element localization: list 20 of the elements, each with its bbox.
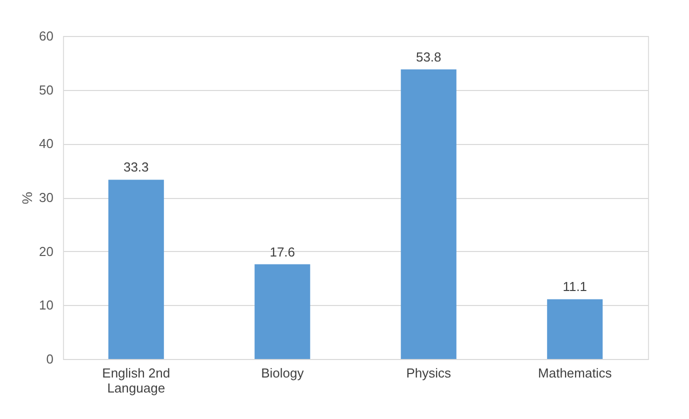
- bar: [400, 69, 456, 359]
- y-tick-label: 60: [39, 28, 54, 44]
- data-label: 33.3: [123, 160, 149, 175]
- data-label: 17.6: [270, 244, 296, 260]
- x-tick-label: English 2nd Language: [102, 366, 170, 396]
- data-label: 53.8: [416, 49, 442, 64]
- y-tick-label: 40: [39, 136, 54, 152]
- y-tick-label: 50: [39, 82, 54, 98]
- y-tick-label: 0: [46, 352, 54, 366]
- y-tick-label: 20: [39, 244, 54, 259]
- x-tick-label: Biology: [261, 366, 304, 380]
- y-tick-label: 10: [39, 298, 54, 313]
- bar: [547, 299, 603, 359]
- y-axis-title: %: [19, 192, 36, 204]
- bar: [254, 264, 310, 359]
- data-label: 11.1: [562, 279, 588, 294]
- x-tick-label: Mathematics: [538, 366, 612, 380]
- y-tick-label: 30: [39, 190, 54, 205]
- x-tick-label: Physics: [406, 366, 452, 380]
- bar: [108, 180, 164, 359]
